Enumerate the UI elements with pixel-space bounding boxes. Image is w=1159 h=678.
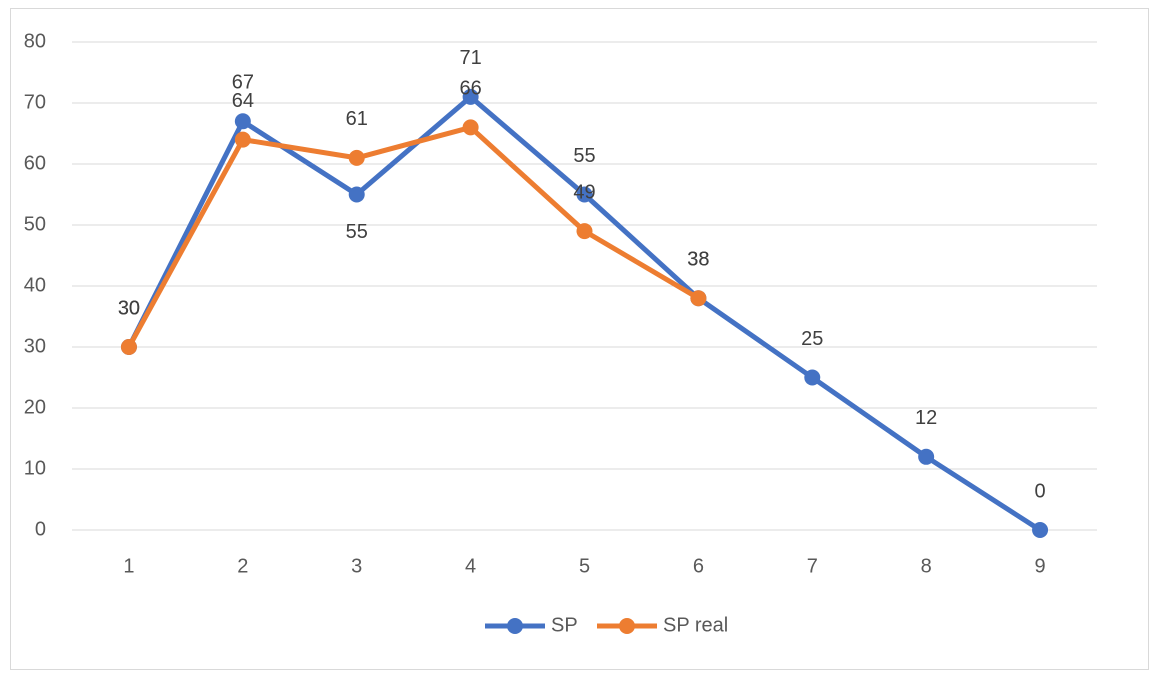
data-label: 64 bbox=[232, 90, 254, 112]
x-tick-label: 5 bbox=[579, 555, 590, 577]
point bbox=[1032, 522, 1049, 538]
point bbox=[690, 290, 707, 307]
x-tick-label: 4 bbox=[465, 555, 476, 577]
point bbox=[462, 88, 479, 105]
chart-frame bbox=[10, 8, 1149, 670]
point bbox=[576, 223, 593, 240]
x-tick-label: 6 bbox=[693, 555, 704, 577]
point bbox=[804, 369, 821, 386]
x-tick-label: 2 bbox=[237, 555, 248, 577]
data-label: 38 bbox=[687, 248, 709, 270]
data-label: 12 bbox=[915, 407, 937, 429]
data-label: 0 bbox=[1034, 480, 1045, 502]
data-label: 38 bbox=[687, 248, 709, 270]
x-tick-label: 9 bbox=[1034, 555, 1045, 577]
y-tick-label: 60 bbox=[24, 152, 46, 174]
point bbox=[348, 186, 365, 203]
data-label: 25 bbox=[801, 328, 823, 350]
data-label: 61 bbox=[346, 108, 368, 130]
y-tick-label: 10 bbox=[24, 457, 46, 479]
point bbox=[918, 448, 935, 465]
point bbox=[462, 119, 479, 136]
data-label: 71 bbox=[459, 47, 481, 69]
data-label: 49 bbox=[573, 181, 595, 203]
y-tick-label: 0 bbox=[35, 518, 46, 540]
x-tick-label: 3 bbox=[351, 555, 362, 577]
data-label: 66 bbox=[459, 78, 481, 100]
point bbox=[234, 131, 251, 148]
y-tick-label: 30 bbox=[24, 335, 46, 357]
y-tick-label: 70 bbox=[24, 91, 46, 113]
x-tick-label: 1 bbox=[123, 555, 134, 577]
data-label: 30 bbox=[118, 297, 140, 319]
data-label: 55 bbox=[573, 145, 595, 167]
point bbox=[348, 149, 365, 166]
data-label: 55 bbox=[346, 221, 368, 243]
legend-marker bbox=[619, 618, 635, 634]
x-tick-label: 7 bbox=[807, 555, 818, 577]
point bbox=[234, 113, 251, 130]
data-label: 30 bbox=[118, 297, 140, 319]
series-line bbox=[126, 124, 701, 350]
y-tick-label: 40 bbox=[24, 274, 46, 296]
x-tick-label: 8 bbox=[921, 555, 932, 577]
y-tick-label: 50 bbox=[24, 213, 46, 235]
y-tick-label: 20 bbox=[24, 396, 46, 418]
y-tick-label: 80 bbox=[24, 30, 46, 52]
data-label: 67 bbox=[232, 72, 254, 94]
point bbox=[120, 339, 137, 355]
legend-marker bbox=[507, 618, 523, 634]
legend-label: SP real bbox=[663, 614, 728, 636]
point bbox=[576, 186, 593, 203]
legend-label: SP bbox=[551, 614, 578, 636]
